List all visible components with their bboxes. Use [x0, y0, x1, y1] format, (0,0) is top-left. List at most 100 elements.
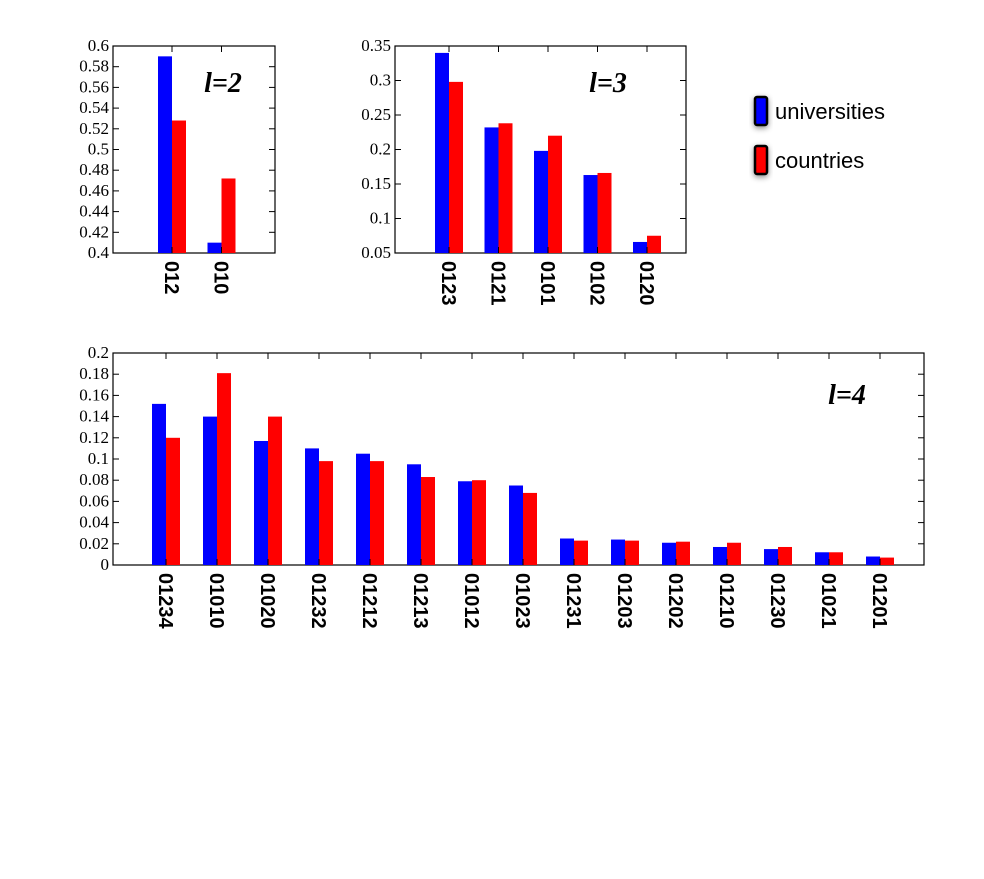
category-label-0121: 0121: [487, 261, 509, 306]
bar-countries-01023: [523, 492, 537, 565]
category-label-01010: 01010: [205, 573, 227, 629]
bar-countries-01212: [370, 461, 384, 565]
category-label-0101: 0101: [536, 261, 558, 306]
category-label-01231: 01231: [562, 573, 584, 629]
bar-universities-01021: [815, 552, 829, 565]
category-label-01012: 01012: [460, 573, 482, 629]
category-label-01023: 01023: [511, 573, 533, 629]
y-tick-label: 0.1: [88, 449, 109, 468]
y-tick-label: 0: [101, 555, 110, 574]
y-tick-label: 0.44: [79, 202, 109, 221]
bar-universities-01231: [560, 538, 574, 565]
bar-countries-0102: [597, 172, 612, 253]
y-tick-label: 0.42: [79, 222, 109, 241]
bar-universities-01210: [713, 546, 727, 565]
bar-countries-01232: [319, 461, 333, 565]
category-label-01202: 01202: [664, 573, 686, 629]
y-tick-label: 0.52: [79, 119, 109, 138]
bar-universities-01212: [356, 453, 370, 565]
category-label-01020: 01020: [256, 573, 278, 629]
category-label-01203: 01203: [613, 573, 635, 629]
bar-universities-0121: [484, 127, 499, 253]
y-tick-label: 0.12: [79, 428, 109, 447]
y-tick-label: 0.25: [361, 105, 391, 124]
legend-label-countries: countries: [775, 148, 864, 173]
bar-countries-01231: [574, 540, 588, 565]
chart-l2: 0.4 0.420.44 0.46 0.480.5 0.52 0.54 0.560.58 0.…: [79, 36, 276, 294]
y-tick-label: 0.48: [79, 160, 109, 179]
y-tick-label: 0.5: [88, 140, 109, 159]
panel-label-l4: l=4: [828, 380, 866, 411]
y-tick-label: 0.35: [361, 36, 391, 55]
bar-countries-01213: [421, 477, 435, 565]
y-tick-label: 0.3: [370, 71, 391, 90]
bar-countries-01234: [166, 437, 180, 565]
legend-swatch-universities: [753, 95, 769, 127]
chart-l4: 0 0.02 0.04 0.06 0.08 0.1 0.12 0.14 0.16 0.18 0.2 0…: [79, 343, 925, 629]
bar-countries-01230: [778, 546, 792, 565]
bar-universities-01234: [152, 403, 166, 565]
chart-l3: 0.05 0.1 0.15 0.2 0.25 0.3 0.35 0123 0121 0101 010…: [361, 36, 687, 306]
bar-universities-0120: [633, 241, 647, 253]
y-tick-label: 0.02: [79, 534, 109, 553]
y-tick-label: 0.6: [88, 36, 109, 55]
category-label-010: 010: [210, 261, 232, 294]
panel-label-l2: l=2: [204, 68, 242, 99]
bar-universities-0102: [583, 175, 598, 253]
y-tick-label: 0.54: [79, 98, 109, 117]
category-label-01232: 01232: [307, 573, 329, 629]
legend-label-universities: universities: [775, 99, 885, 124]
y-tick-label: 0.16: [79, 385, 109, 404]
bar-countries-0123: [449, 81, 463, 253]
y-tick-label: 0.04: [79, 513, 109, 532]
legend: universities countries: [753, 95, 885, 176]
y-tick-label: 0.2: [88, 343, 109, 362]
bar-universities-0101: [534, 150, 548, 253]
bar-universities-0123: [435, 52, 449, 254]
bar-countries-01201: [880, 557, 894, 565]
category-label-01021: 01021: [817, 573, 839, 629]
bar-universities-01213: [407, 464, 421, 565]
bar-countries-01021: [829, 552, 843, 565]
category-label-01201: 01201: [868, 573, 890, 629]
y-tick-label: 0.4: [88, 243, 110, 262]
y-tick-label: 0.1: [370, 209, 391, 228]
bar-countries-01202: [676, 541, 690, 565]
bar-countries-01203: [625, 540, 639, 565]
category-label-0123: 0123: [437, 261, 459, 306]
bar-countries-0121: [498, 123, 513, 253]
y-tick-label: 0.15: [361, 174, 391, 193]
category-label-01213: 01213: [409, 573, 431, 629]
bar-universities-01020: [254, 440, 268, 565]
bar-countries-012: [172, 120, 186, 254]
bar-universities-01230: [764, 549, 778, 565]
bar-countries-0120: [647, 235, 661, 253]
bar-countries-01210: [727, 542, 741, 565]
plot-frame: [112, 45, 276, 254]
bar-universities-01201: [866, 556, 880, 565]
y-tick-label: 0.08: [79, 470, 109, 489]
bar-countries-0101: [548, 135, 562, 253]
category-label-0102: 0102: [586, 261, 608, 306]
bar-universities-01202: [662, 542, 676, 565]
category-label-012: 012: [160, 261, 182, 294]
bar-universities-01012: [458, 481, 472, 565]
y-tick-label: 0.46: [79, 181, 109, 200]
bar-universities-01023: [509, 485, 523, 565]
y-tick-label: 0.14: [79, 407, 109, 426]
legend-swatch-countries: [753, 144, 769, 176]
y-tick-label: 0.2: [370, 140, 391, 159]
bar-countries-01012: [472, 480, 486, 565]
y-tick-label: 0.18: [79, 364, 109, 383]
category-label-01210: 01210: [715, 573, 737, 629]
bar-universities-010: [207, 242, 222, 253]
bar-countries-01010: [217, 373, 231, 565]
category-label-01212: 01212: [358, 573, 380, 629]
bar-universities-01010: [203, 416, 217, 565]
y-tick-label: 0.56: [79, 77, 109, 96]
category-label-01230: 01230: [766, 573, 788, 629]
panel-label-l3: l=3: [589, 68, 627, 99]
bar-universities-01232: [305, 448, 319, 565]
bar-universities-01203: [611, 539, 625, 565]
